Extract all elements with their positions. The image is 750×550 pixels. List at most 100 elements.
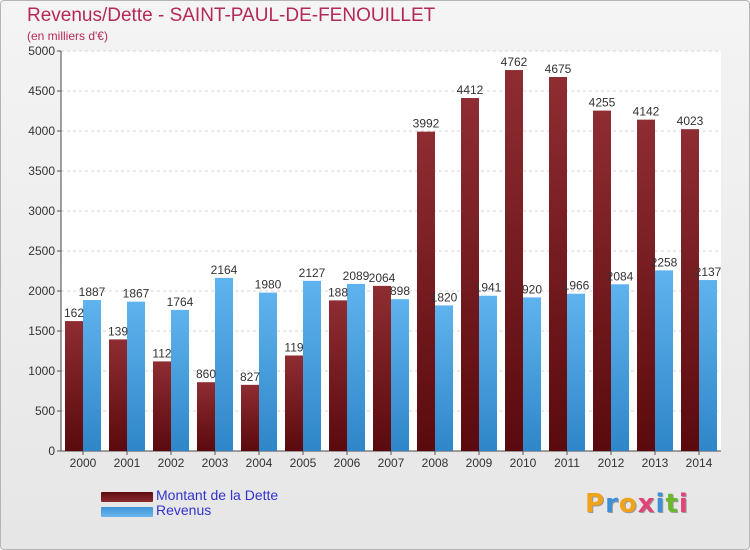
legend-label-dette: Montant de la Dette — [156, 487, 279, 503]
bar-dette — [505, 70, 523, 451]
legend-label-revenus: Revenus — [156, 502, 212, 518]
data-label-dette: 3992 — [413, 117, 440, 131]
data-label-revenus: 2084 — [607, 269, 634, 283]
bar-dette — [197, 382, 215, 451]
data-label-revenus: 1966 — [563, 279, 590, 293]
bar-dette — [153, 361, 171, 451]
bar-dette — [461, 98, 479, 451]
x-tick-label: 2006 — [334, 456, 361, 470]
bar-revenus — [435, 305, 453, 451]
data-label-dette: 139 — [108, 324, 128, 338]
data-label-dette: 860 — [196, 367, 216, 381]
data-label-dette: 188 — [328, 285, 348, 299]
data-label-revenus: 920 — [522, 282, 542, 296]
logo-letter: o — [618, 489, 638, 519]
data-label-dette: 4142 — [633, 105, 660, 119]
bar-revenus — [215, 277, 233, 451]
bar-dette — [65, 321, 83, 451]
y-tick-label: 0 — [48, 444, 55, 458]
y-tick-label: 3000 — [28, 204, 55, 218]
data-label-revenus: 1764 — [167, 295, 194, 309]
data-label-revenus: 1941 — [475, 281, 502, 295]
bar-revenus — [303, 280, 321, 451]
x-tick-label: 2009 — [466, 456, 493, 470]
logo-letter: t — [665, 489, 679, 519]
x-tick-label: 2007 — [378, 456, 405, 470]
data-label-dette: 119 — [284, 340, 303, 354]
logo-letter: r — [605, 489, 619, 519]
logo-letter: i — [678, 489, 689, 519]
y-tick-label: 1000 — [28, 364, 55, 378]
data-label-revenus: 2089 — [343, 269, 370, 283]
bar-dette — [681, 129, 699, 451]
data-label-revenus: 1820 — [431, 290, 458, 304]
x-tick-label: 2003 — [202, 456, 229, 470]
data-label-dette: 2064 — [369, 271, 396, 285]
bar-dette — [373, 285, 391, 451]
bar-dette — [593, 110, 611, 451]
data-label-dette: 112 — [152, 346, 171, 360]
bar-dette — [241, 384, 259, 451]
logo-letter: i — [655, 489, 666, 519]
bar-revenus — [391, 299, 409, 451]
y-tick-label: 1500 — [28, 324, 55, 338]
data-label-dette: 4412 — [457, 83, 484, 97]
proxiti-logo: Proxiti — [585, 489, 689, 519]
bar-revenus — [699, 280, 717, 451]
bar-revenus — [479, 295, 497, 451]
data-label-revenus: 1980 — [255, 278, 282, 292]
data-label-dette: 162 — [64, 306, 84, 320]
y-tick-label: 5000 — [28, 44, 55, 58]
data-label-revenus: 1867 — [123, 287, 150, 301]
y-tick-label: 2500 — [28, 244, 55, 258]
x-tick-label: 2004 — [246, 456, 273, 470]
bar-revenus — [523, 297, 541, 451]
x-tick-label: 2013 — [642, 456, 669, 470]
chart-subtitle: (en milliers d'€) — [27, 29, 108, 43]
chart-title: Revenus/Dette - SAINT-PAUL-DE-FENOUILLET — [27, 5, 436, 26]
bar-revenus — [259, 292, 277, 451]
bar-revenus — [127, 301, 145, 451]
logo-letter: x — [637, 489, 656, 519]
x-tick-label: 2014 — [686, 456, 713, 470]
x-tick-label: 2011 — [554, 456, 580, 470]
data-label-dette: 4255 — [589, 96, 616, 110]
y-tick-label: 2000 — [28, 284, 55, 298]
bar-dette — [549, 77, 567, 451]
data-label-revenus: 2258 — [651, 255, 678, 269]
x-tick-label: 2002 — [158, 456, 185, 470]
bar-dette — [637, 119, 655, 451]
data-label-revenus: 898 — [390, 284, 410, 298]
bar-revenus — [347, 283, 365, 451]
bar-dette — [417, 131, 435, 451]
x-tick-label: 2005 — [290, 456, 317, 470]
logo-letter: P — [585, 489, 606, 519]
y-tick-label: 4500 — [28, 84, 55, 98]
x-tick-label: 2012 — [598, 456, 625, 470]
bar-revenus — [171, 309, 189, 451]
y-tick-label: 4000 — [28, 124, 55, 138]
bar-dette — [285, 355, 303, 451]
legend-swatch-dette — [101, 492, 153, 502]
data-label-dette: 4762 — [501, 55, 528, 69]
bar-dette — [109, 339, 127, 451]
data-label-revenus: 2137 — [695, 265, 722, 279]
bar-revenus — [83, 300, 101, 451]
x-tick-label: 2010 — [510, 456, 537, 470]
bar-revenus — [567, 293, 585, 451]
y-tick-label: 3500 — [28, 164, 55, 178]
data-label-revenus: 2164 — [211, 263, 238, 277]
x-tick-label: 2008 — [422, 456, 449, 470]
data-label-dette: 4675 — [545, 62, 572, 76]
data-label-revenus: 1887 — [79, 285, 106, 299]
bar-revenus — [655, 270, 673, 451]
bar-revenus — [611, 284, 629, 451]
data-label-revenus: 2127 — [299, 266, 326, 280]
data-label-dette: 4023 — [677, 114, 704, 128]
x-tick-label: 2000 — [70, 456, 97, 470]
bar-dette — [329, 300, 347, 451]
x-tick-label: 2001 — [114, 456, 141, 470]
legend-swatch-revenus — [101, 507, 153, 517]
data-label-dette: 827 — [240, 370, 260, 384]
